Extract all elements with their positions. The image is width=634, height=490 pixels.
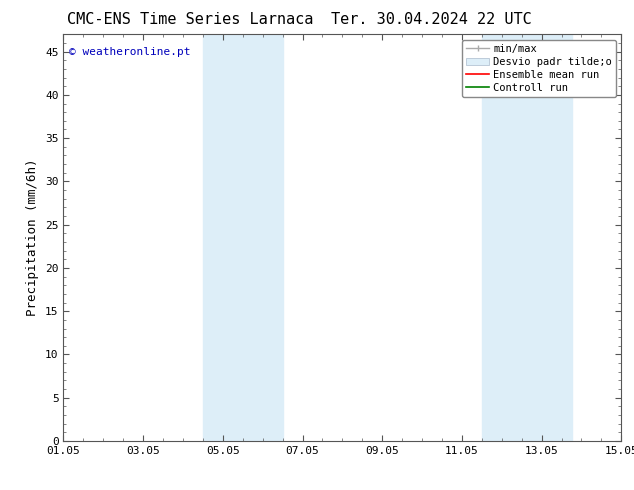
Bar — [482, 34, 571, 441]
Text: CMC-ENS Time Series Larnaca: CMC-ENS Time Series Larnaca — [67, 12, 313, 27]
Bar — [203, 34, 283, 441]
Legend: min/max, Desvio padr tilde;o, Ensemble mean run, Controll run: min/max, Desvio padr tilde;o, Ensemble m… — [462, 40, 616, 97]
Text: Ter. 30.04.2024 22 UTC: Ter. 30.04.2024 22 UTC — [331, 12, 531, 27]
Text: © weatheronline.pt: © weatheronline.pt — [69, 47, 190, 56]
Y-axis label: Precipitation (mm/6h): Precipitation (mm/6h) — [27, 159, 39, 317]
